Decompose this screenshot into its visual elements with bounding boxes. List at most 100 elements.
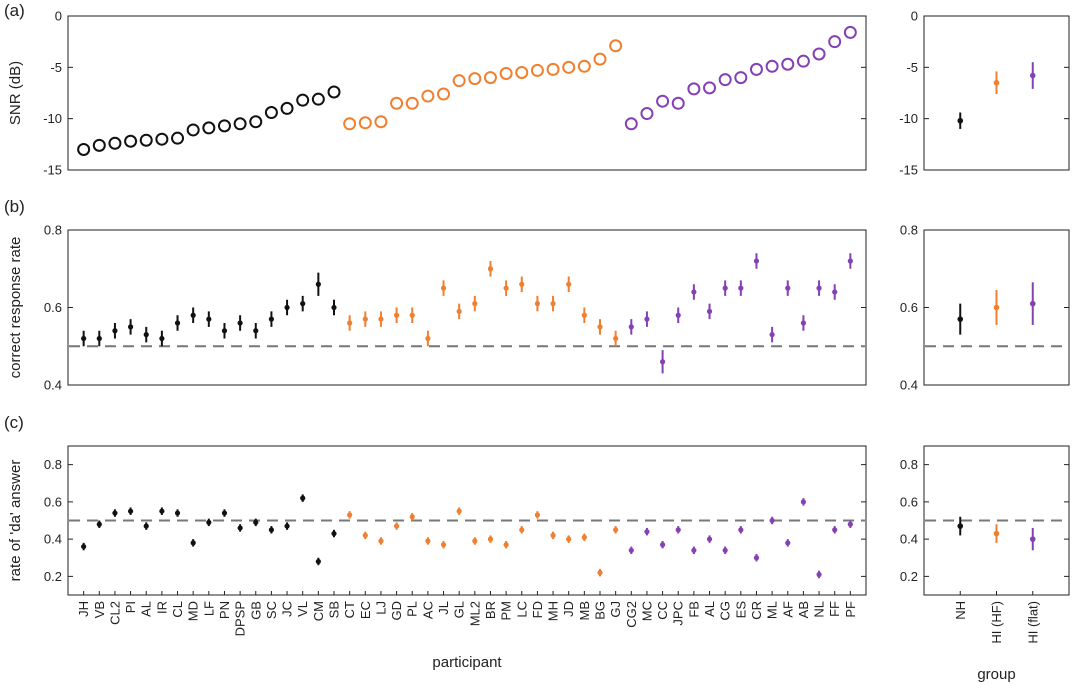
group-point xyxy=(1029,536,1036,542)
snr-point xyxy=(499,66,513,80)
participant-tick-label: ES xyxy=(733,601,748,619)
data-point xyxy=(221,328,228,334)
data-point xyxy=(127,324,134,330)
panel-c-participant-ytick-label: 0.4 xyxy=(44,532,62,547)
panel-c-group-ytick-label: 0.2 xyxy=(900,569,918,584)
participant-tick-label: EC xyxy=(358,601,373,619)
participant-tick-label: CR xyxy=(749,601,764,620)
data-point xyxy=(847,258,853,264)
participant-tick-label: SC xyxy=(264,601,279,619)
data-point xyxy=(409,514,415,520)
snr-point xyxy=(609,39,623,53)
panel-c-participant-axes: 0.2 0.4 0.6 0.8 rate of 'da' answer xyxy=(7,445,867,596)
participant-tick-label: PI xyxy=(123,601,138,613)
data-point xyxy=(738,527,744,533)
data-point xyxy=(347,512,353,518)
participant-tick-label: FF xyxy=(827,601,842,617)
participant-tick-label: SB xyxy=(327,601,342,618)
participant-tick-label: JD xyxy=(561,601,576,617)
panel-a-group-frame xyxy=(923,15,1070,171)
panel-b-participant-ylabel: correct response rate xyxy=(7,237,24,379)
panel-a-group-ytick-label: -10 xyxy=(899,111,918,126)
panel-c-participant-frame xyxy=(67,445,867,596)
data-point xyxy=(472,538,478,544)
data-point xyxy=(81,335,87,342)
data-point xyxy=(753,258,760,264)
snr-point xyxy=(515,65,529,79)
snr-point xyxy=(718,73,732,87)
data-point xyxy=(159,335,165,342)
participant-tick-label: LC xyxy=(514,601,529,618)
data-point xyxy=(659,542,666,548)
data-point xyxy=(769,517,775,524)
data-point xyxy=(393,523,400,529)
participant-tick-label: CC xyxy=(655,601,670,620)
data-point xyxy=(96,335,102,342)
snr-point xyxy=(405,96,419,110)
snr-point xyxy=(828,35,842,49)
data-point xyxy=(675,312,681,318)
data-point xyxy=(440,542,447,548)
data-point xyxy=(487,536,494,542)
participant-tick-label: JC xyxy=(280,601,295,617)
snr-point xyxy=(217,119,231,133)
panel-c-label: (c) xyxy=(4,413,24,432)
data-point xyxy=(519,281,525,287)
data-point xyxy=(534,301,541,307)
participant-tick-label: AL xyxy=(139,601,154,617)
group-point xyxy=(1029,72,1036,79)
panel-c-group-axes: 0.2 0.4 0.6 0.8 xyxy=(900,445,1070,596)
participant-tick-label: CG xyxy=(718,601,733,621)
participant-tick-label: MD xyxy=(186,601,201,621)
data-point xyxy=(691,547,697,553)
participant-tick-label: JPC xyxy=(671,601,686,626)
panel-c-participant-ylabel: rate of 'da' answer xyxy=(7,460,24,582)
data-point xyxy=(206,519,212,525)
data-point xyxy=(832,289,838,295)
data-point xyxy=(816,285,822,291)
data-point xyxy=(503,542,509,548)
data-point xyxy=(143,332,149,338)
data-point xyxy=(112,328,118,334)
data-point xyxy=(174,510,181,516)
participant-tick-label: ML2 xyxy=(467,601,482,626)
snr-point xyxy=(483,71,497,85)
snr-point xyxy=(577,59,591,73)
snr-point xyxy=(452,74,466,88)
data-point xyxy=(832,527,838,533)
snr-point xyxy=(296,93,310,107)
panel-a-label: (a) xyxy=(4,1,25,20)
data-point xyxy=(722,285,728,291)
data-point xyxy=(566,536,572,542)
data-point xyxy=(268,527,275,533)
snr-point xyxy=(202,121,216,135)
data-point xyxy=(237,320,243,326)
data-point xyxy=(331,530,337,537)
participant-tick-label: GD xyxy=(389,601,404,621)
participant-tick-label: JL xyxy=(436,601,451,615)
group-point xyxy=(1029,300,1036,307)
participant-tick-label: BG xyxy=(593,601,608,620)
participant-tick-label: CG2 xyxy=(624,601,639,628)
snr-point xyxy=(468,72,482,86)
group-tick-label: HI (HF) xyxy=(989,601,1004,644)
snr-point xyxy=(765,59,779,73)
panel-a-participant-ylabel: SNR (dB) xyxy=(7,61,24,125)
snr-point xyxy=(77,142,91,156)
data-point xyxy=(81,543,87,550)
data-point xyxy=(315,558,321,565)
panel-b-participant-ytick-label: 0.6 xyxy=(44,300,62,315)
participant-tick-label: CM xyxy=(311,601,326,621)
panel-a-participant-ytick-label: -10 xyxy=(43,111,62,126)
panel-b-group-ytick-label: 0.6 xyxy=(900,300,918,315)
participant-tick-label: MB xyxy=(577,601,592,621)
participant-tick-label: GB xyxy=(248,601,263,620)
panel-b-label: (b) xyxy=(4,197,25,216)
snr-point xyxy=(343,117,357,131)
panel-a-group-ytick-label: 0 xyxy=(911,9,918,24)
participant-tick-label: AF xyxy=(780,601,795,618)
panel-a-group-axes: 0 -5 -10 -15 xyxy=(899,9,1070,178)
participant-tick-label: CL2 xyxy=(107,601,122,625)
data-point xyxy=(785,285,791,291)
snr-point xyxy=(374,115,388,129)
